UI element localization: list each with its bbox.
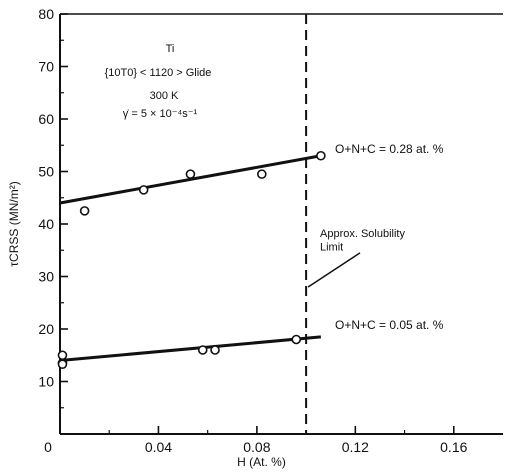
solubility-label-line1: Approx. Solubility (320, 228, 405, 240)
data-point (257, 169, 267, 179)
data-point (291, 334, 302, 345)
solubility-leader-line (307, 252, 361, 288)
fit-lines (59, 154, 322, 362)
data-point (316, 150, 326, 161)
data-point (197, 345, 208, 355)
data-point (57, 350, 68, 361)
data-point (210, 345, 220, 355)
y-tick-label: 20 (38, 321, 54, 337)
series-label-2: O+N+C = 0.05 at. % (335, 318, 444, 332)
data-point (138, 185, 149, 195)
y-tick-label: 30 (38, 269, 54, 285)
annotation-material: Ti (166, 43, 175, 55)
fit-line-2 (59, 335, 322, 362)
y-tick-label: 40 (38, 216, 54, 232)
data-points (57, 150, 326, 369)
annotation-strain-rate: γ̇ = 5 × 10⁻⁴s⁻¹ (123, 108, 198, 120)
x-tick-label: 0.16 (440, 439, 467, 455)
data-point (185, 169, 196, 179)
y-tick-label: 10 (38, 374, 54, 390)
data-point (79, 206, 90, 216)
x-axis-title: H (At. %) (237, 455, 286, 469)
annotation-slip-system: {10T0} < 1120 > Glide (105, 67, 212, 79)
x-tick-label: 0 (44, 439, 52, 455)
x-tick-label: 0.12 (342, 439, 369, 455)
annotation-temperature: 300 K (150, 90, 179, 102)
y-tick-label: 70 (38, 59, 54, 75)
fit-line-1 (59, 154, 322, 205)
y-tick-label: 60 (38, 111, 54, 127)
text-labels: H (At. %) τCRSS (MN/m²) Ti {10T0} < 1120 > … (7, 43, 444, 469)
solubility-label-line2: Limit (320, 241, 343, 253)
data-point (57, 359, 68, 369)
y-ticks: 10 20 30 40 50 60 70 80 (38, 6, 68, 435)
series-label-1: O+N+C = 0.28 at. % (335, 142, 444, 156)
y-tick-label: 50 (38, 164, 54, 180)
x-tick-label: 0.08 (243, 439, 270, 455)
x-tick-label: 0.04 (145, 439, 172, 455)
y-axis-title: τCRSS (MN/m²) (7, 181, 21, 266)
x-ticks: 0 0.04 0.08 0.12 0.16 (44, 426, 468, 455)
y-tick-label: 80 (38, 6, 54, 22)
